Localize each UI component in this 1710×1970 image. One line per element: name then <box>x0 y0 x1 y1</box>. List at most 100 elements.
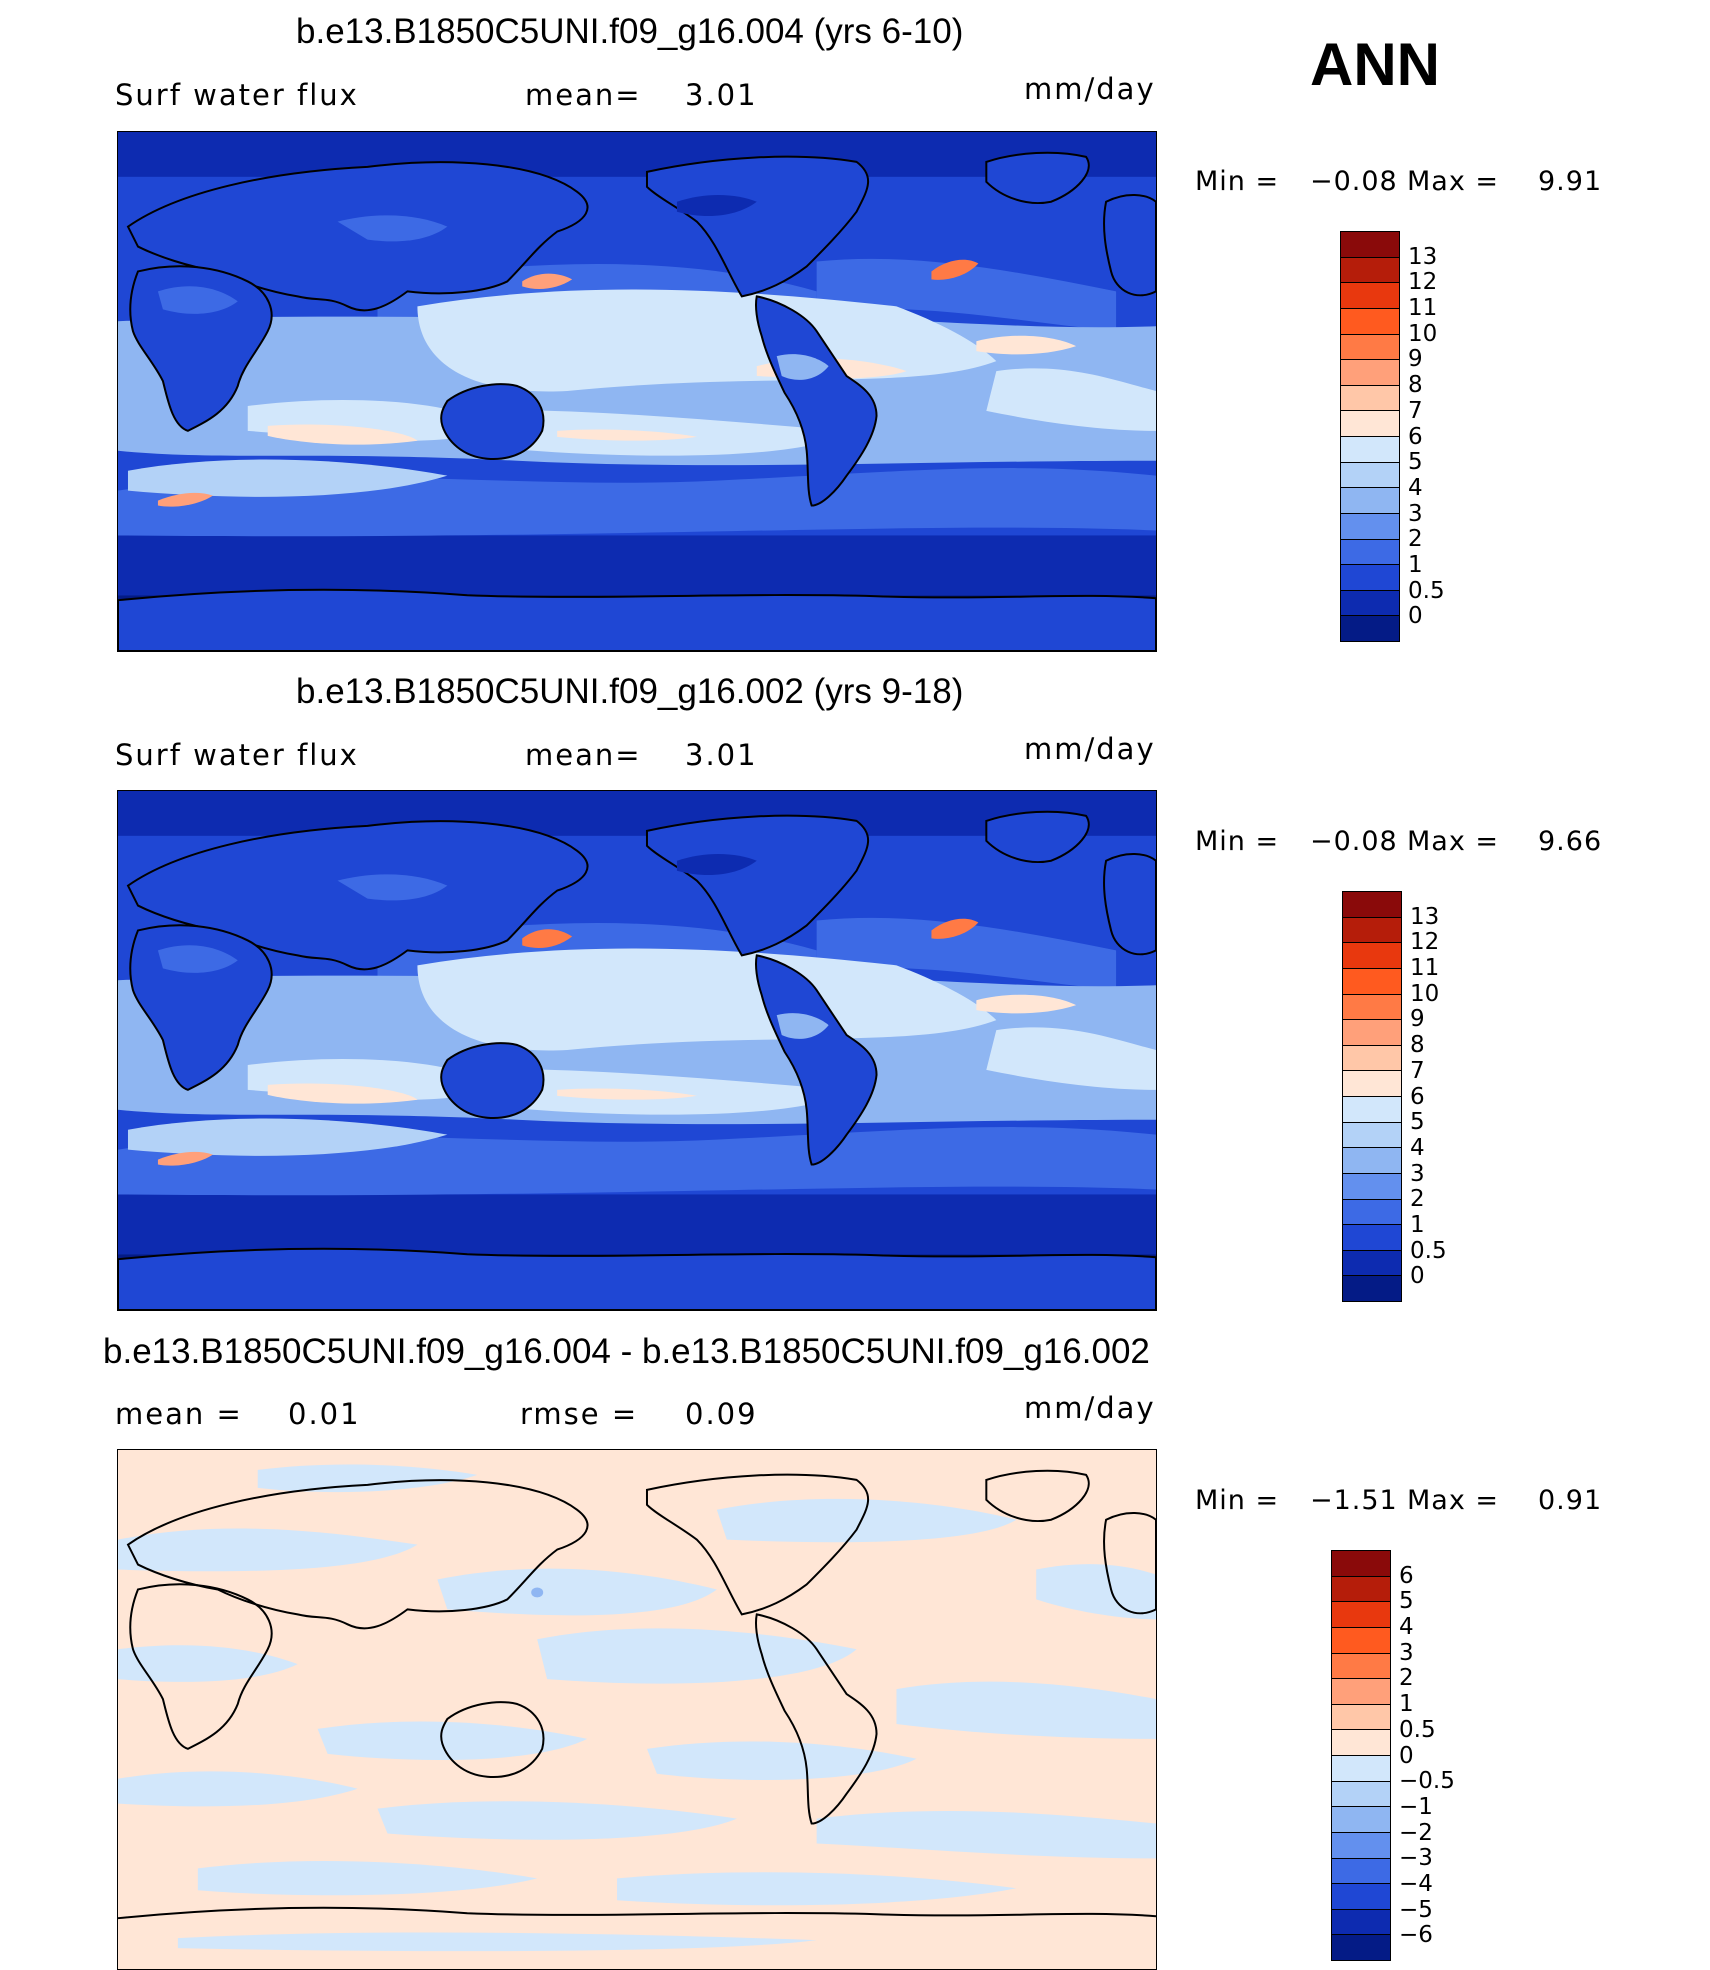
colorbar-swatch <box>1341 513 1399 540</box>
colorbar-swatch <box>1341 257 1399 284</box>
panel-2-field-label: Surf water flux <box>115 738 359 772</box>
panel-2-min-value: −0.08 <box>1310 826 1398 857</box>
colorbar-tick-label: 0.5 <box>1408 577 1445 604</box>
colorbar-tick-label: 1 <box>1410 1211 1425 1238</box>
colorbar-tick-label: 0 <box>1399 1742 1414 1769</box>
colorbar-tick-label: 7 <box>1408 397 1423 424</box>
colorbar-tick-label: 8 <box>1410 1032 1425 1059</box>
colorbar-tick-label: 10 <box>1410 980 1440 1007</box>
colorbar-swatch <box>1332 1576 1390 1603</box>
colorbar-swatch <box>1332 1807 1390 1833</box>
panel-1-field-label: Surf water flux <box>115 78 359 112</box>
colorbar-tick-label: 5 <box>1399 1588 1414 1615</box>
panel-1-mean-label: mean= <box>525 78 642 112</box>
colorbar-tick-label: 5 <box>1410 1109 1425 1136</box>
panel-3-map <box>117 1449 1157 1970</box>
panel-3-mean-value: 0.01 <box>288 1397 361 1431</box>
colorbar-swatch <box>1343 968 1401 995</box>
colorbar-tick-label: 6 <box>1408 423 1423 450</box>
panel-3-min-value: −1.51 <box>1310 1485 1398 1516</box>
colorbar-swatch <box>1343 917 1401 944</box>
colorbar-swatch <box>1341 360 1399 386</box>
colorbar-swatch <box>1341 385 1399 412</box>
panel-2-mean-label: mean= <box>525 738 642 772</box>
colorbar-tick-label: −4 <box>1399 1870 1433 1897</box>
colorbar-swatch <box>1341 283 1399 309</box>
colorbar-tick-label: 9 <box>1410 1006 1425 1033</box>
colorbar-tick-label: 8 <box>1408 372 1423 399</box>
panel-2-min-label: Min = <box>1195 826 1280 857</box>
colorbar-swatch <box>1332 1704 1390 1731</box>
colorbar-swatch <box>1343 1122 1401 1149</box>
colorbar-swatch <box>1341 411 1399 437</box>
colorbar-swatch <box>1343 943 1401 969</box>
colorbar-swatch <box>1343 1173 1401 1200</box>
colorbar-tick-label: 7 <box>1410 1057 1425 1084</box>
colorbar-swatch <box>1343 1097 1401 1123</box>
colorbar-tick-label: −2 <box>1399 1819 1433 1846</box>
panel-3-min-label: Min = <box>1195 1485 1280 1516</box>
colorbar-swatch <box>1332 1832 1390 1859</box>
panel-3-max-label: Max = <box>1407 1485 1500 1516</box>
panel-1-min-label: Min = <box>1195 166 1280 197</box>
colorbar-tick-label: 3 <box>1399 1639 1414 1666</box>
colorbar-swatch <box>1332 1551 1390 1577</box>
colorbar-swatch <box>1332 1730 1390 1756</box>
panel-1-max-value: 9.91 <box>1538 166 1603 197</box>
panel-3-max-value: 0.91 <box>1538 1485 1603 1516</box>
colorbar-swatch <box>1341 462 1399 489</box>
colorbar-tick-label: −3 <box>1399 1845 1433 1872</box>
panel-2-max-label: Max = <box>1407 826 1500 857</box>
colorbar-swatch <box>1343 1020 1401 1046</box>
colorbar-tick-label: 6 <box>1410 1083 1425 1110</box>
colorbar-swatch <box>1332 1679 1390 1705</box>
colorbar-tick-label: 0 <box>1408 603 1423 630</box>
colorbar-tick-label: 0.5 <box>1410 1237 1447 1264</box>
colorbar-swatch <box>1341 539 1399 566</box>
season-label: ANN <box>1310 31 1440 98</box>
panel-1-title: b.e13.B1850C5UNI.f09_g16.004 (yrs 6-10) <box>296 12 964 51</box>
colorbar-tick-label: 0 <box>1410 1263 1425 1290</box>
colorbar-swatch <box>1332 1653 1390 1680</box>
panel-1-units: mm/day <box>1024 72 1156 106</box>
panel-2-title: b.e13.B1850C5UNI.f09_g16.002 (yrs 9-18) <box>296 672 964 711</box>
colorbar-tick-label: 4 <box>1410 1134 1425 1161</box>
colorbar-swatch <box>1343 1225 1401 1251</box>
panel-2-colorbar <box>1342 891 1402 1302</box>
colorbar-tick-label: 2 <box>1410 1186 1425 1213</box>
panel-3-title: b.e13.B1850C5UNI.f09_g16.004 - b.e13.B18… <box>103 1332 1150 1371</box>
colorbar-tick-label: −0.5 <box>1399 1768 1455 1795</box>
colorbar-swatch <box>1343 1045 1401 1072</box>
colorbar-tick-label: 12 <box>1410 929 1440 956</box>
panel-1-map <box>117 131 1157 652</box>
colorbar-swatch <box>1341 565 1399 591</box>
colorbar-swatch <box>1343 1250 1401 1277</box>
panel-1-min-value: −0.08 <box>1310 166 1398 197</box>
colorbar-tick-label: 1 <box>1408 551 1423 578</box>
colorbar-tick-label: 12 <box>1408 269 1438 296</box>
colorbar-tick-label: 13 <box>1408 243 1438 270</box>
colorbar-tick-label: 3 <box>1410 1160 1425 1187</box>
colorbar-swatch <box>1332 1909 1390 1936</box>
colorbar-tick-label: 2 <box>1408 526 1423 553</box>
panel-2-map <box>117 790 1157 1311</box>
colorbar-swatch <box>1341 488 1399 514</box>
colorbar-swatch <box>1341 308 1399 335</box>
colorbar-tick-label: 1 <box>1399 1691 1414 1718</box>
panel-3-units: mm/day <box>1024 1391 1156 1425</box>
panel-3-rmse-value: 0.09 <box>685 1397 758 1431</box>
colorbar-tick-label: 11 <box>1410 955 1440 982</box>
colorbar-swatch <box>1341 334 1399 361</box>
colorbar-swatch <box>1332 1756 1390 1782</box>
colorbar-swatch <box>1343 1276 1401 1301</box>
colorbar-swatch <box>1343 994 1401 1021</box>
panel-1-mean-value: 3.01 <box>685 78 758 112</box>
colorbar-swatch <box>1343 1199 1401 1226</box>
panel-2-mean-value: 3.01 <box>685 738 758 772</box>
colorbar-swatch <box>1341 437 1399 463</box>
colorbar-swatch <box>1341 232 1399 258</box>
colorbar-tick-label: −6 <box>1399 1922 1433 1949</box>
panel-3-mean-label: mean = <box>115 1397 243 1431</box>
colorbar-swatch <box>1341 616 1399 641</box>
colorbar-swatch <box>1332 1858 1390 1885</box>
